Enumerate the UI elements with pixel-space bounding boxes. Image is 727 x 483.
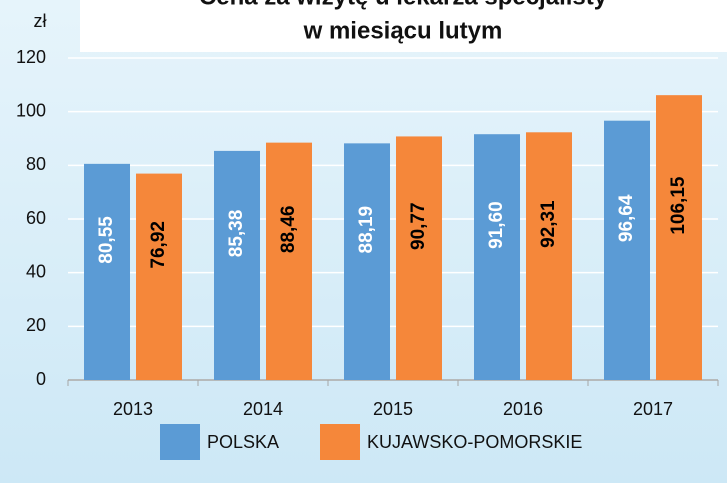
bar — [84, 163, 130, 380]
chart-title: Cena za wizytę u lekarza specjalisty — [199, 0, 608, 10]
data-label: 90,77 — [408, 202, 429, 250]
bar — [604, 120, 650, 380]
y-axis-unit: zł — [34, 11, 47, 31]
data-label: 91,60 — [486, 201, 507, 249]
y-tick-label: 80 — [26, 154, 46, 174]
bar — [344, 143, 390, 380]
bar — [656, 95, 702, 380]
chart-title: w miesiącu lutym — [303, 17, 503, 44]
bar — [214, 150, 260, 380]
data-label: 88,46 — [278, 206, 299, 254]
bar — [136, 173, 182, 380]
y-tick-label: 100 — [16, 100, 46, 120]
x-tick-label: 2013 — [113, 399, 153, 419]
data-label: 96,64 — [616, 194, 637, 242]
legend-swatch — [320, 424, 360, 460]
title-box — [80, 0, 727, 52]
bar — [474, 134, 520, 380]
legend-swatch — [160, 424, 200, 460]
data-label: 76,92 — [148, 221, 169, 269]
y-tick-label: 40 — [26, 261, 46, 281]
y-tick-label: 60 — [26, 208, 46, 228]
bar — [266, 142, 312, 380]
legend-label: POLSKA — [207, 432, 279, 452]
x-tick-label: 2017 — [633, 399, 673, 419]
data-label: 80,55 — [96, 216, 117, 264]
data-label: 85,38 — [226, 210, 247, 258]
data-label: 88,19 — [356, 206, 377, 254]
x-tick-label: 2015 — [373, 399, 413, 419]
x-tick-label: 2014 — [243, 399, 283, 419]
x-tick-label: 2016 — [503, 399, 543, 419]
y-tick-label: 120 — [16, 47, 46, 67]
bar — [526, 132, 572, 380]
legend-label: KUJAWSKO-POMORSKIE — [367, 432, 582, 452]
data-label: 106,15 — [668, 176, 689, 235]
y-tick-label: 20 — [26, 315, 46, 335]
data-label: 92,31 — [538, 200, 559, 248]
y-tick-label: 0 — [36, 369, 46, 389]
bar — [396, 136, 442, 380]
